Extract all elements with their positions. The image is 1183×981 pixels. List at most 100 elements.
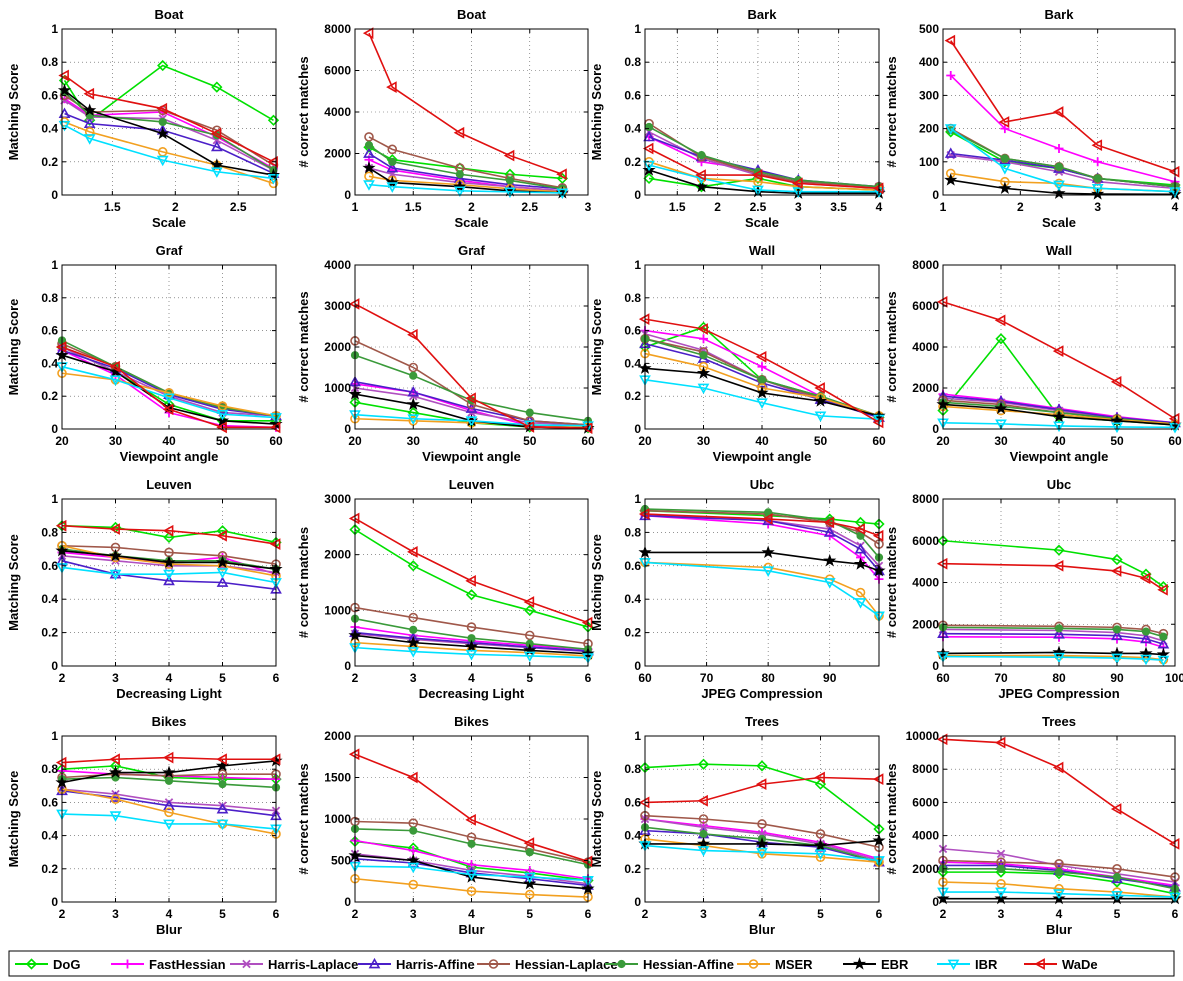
data-point-wade [792, 177, 803, 190]
x-tick-label: 60 [269, 434, 283, 448]
series-group [55, 519, 283, 594]
data-point-wade [407, 771, 418, 784]
data-point-wade [83, 87, 95, 100]
x-tick-label: 2 [940, 907, 947, 921]
data-point-ibr [109, 569, 122, 581]
x-tick-label: 2.5 [521, 200, 538, 214]
chart-panel-graf-matches: 0 1000 2000 3000 4000 20 30 40 50 60 Graf Viewpoint… [296, 243, 595, 464]
y-tick-label: 8000 [912, 492, 939, 506]
data-point-hessian-affine [1112, 625, 1122, 634]
y-tick-label: 0.6 [624, 795, 641, 809]
data-point-wade [453, 126, 465, 139]
data-point-ibr [1053, 652, 1065, 664]
data-point-ebr [406, 397, 420, 410]
x-axis-label: Blur [749, 922, 775, 937]
series-line-ibr [943, 891, 1176, 898]
y-axis-label: Matching Score [589, 534, 604, 631]
series-group [936, 535, 1170, 667]
series-line-wade [354, 517, 589, 624]
legend-marker [25, 958, 38, 970]
data-point-ebr [362, 161, 376, 174]
series-group [348, 512, 595, 664]
y-tick-label: 0 [932, 188, 939, 202]
x-tick-label: 4 [468, 671, 475, 685]
x-axis-label: Scale [1042, 215, 1076, 230]
x-tick-label: 4 [759, 907, 766, 921]
series-line-wade [354, 753, 589, 863]
series-wade [936, 557, 1168, 596]
y-tick-label: 4000 [324, 105, 351, 119]
legend-label: Hessian-Affine [643, 957, 734, 972]
series-line-ibr [950, 127, 1176, 193]
data-point-ibr [523, 651, 536, 663]
data-point-ibr [999, 164, 1011, 175]
series-ibr [944, 124, 1181, 198]
data-point-ebr [215, 555, 230, 569]
data-point-ebr [755, 386, 769, 399]
y-tick-label: 8000 [912, 258, 939, 272]
x-axis-label: Viewpoint angle [120, 449, 219, 464]
data-point-ebr [761, 545, 775, 559]
data-point-wade [823, 516, 835, 529]
y-tick-label: 0.2 [41, 862, 58, 876]
y-tick-label: 4000 [324, 258, 351, 272]
y-tick-label: 0.4 [624, 356, 641, 370]
x-axis-label: Decreasing Light [116, 686, 222, 701]
chart-panel-graf-score: 0 0.2 0.4 0.6 0.8 1 20 30 40 50 60 Graf Viewpoint an… [6, 243, 283, 464]
series-line-wade [648, 147, 880, 190]
chart-panel-trees-score: 0 0.2 0.4 0.6 0.8 1 2 3 4 5 6 Trees Blur Matching Sco… [589, 714, 886, 937]
data-point-hessian-affine [388, 157, 397, 166]
x-axis-label: Scale [745, 215, 779, 230]
series-line-wade [61, 524, 277, 545]
x-tick-label: 2 [642, 907, 649, 921]
data-point-hessian-affine [699, 351, 708, 360]
y-tick-label: 100 [919, 155, 939, 169]
x-axis-label: Blur [156, 922, 182, 937]
legend-marker [488, 959, 499, 969]
data-point-wade [1110, 803, 1122, 815]
x-tick-label: 5 [526, 907, 533, 921]
legend-item-dog: DoG [15, 957, 80, 972]
data-point-ibr [762, 566, 775, 577]
data-point-harris-affine [643, 130, 655, 142]
y-tick-label: 0.8 [41, 762, 58, 776]
data-point-hessian-affine [1054, 868, 1064, 877]
x-tick-label: 2 [59, 907, 66, 921]
series-line-wade [61, 756, 276, 764]
data-point-harris-affine [1053, 628, 1065, 639]
y-tick-label: 0 [932, 422, 939, 436]
data-point-ibr [1111, 422, 1123, 434]
data-point-ibr [823, 578, 836, 589]
data-point-ebr [108, 765, 123, 779]
legend-marker [947, 959, 960, 971]
y-tick-label: 0 [344, 422, 351, 436]
data-point-wade [109, 753, 120, 766]
legend-marker [123, 959, 132, 969]
data-point-ebr [83, 103, 97, 116]
data-point-hessian-affine [467, 839, 476, 849]
series-line-harris-affine [644, 514, 880, 572]
data-point-dog [157, 59, 169, 72]
chart-title: Bark [1045, 7, 1075, 22]
data-point-hessian-affine [1141, 627, 1151, 636]
legend-item-ebr: EBR [843, 957, 909, 972]
x-tick-label: 2 [1017, 200, 1024, 214]
x-tick-label: 2.5 [750, 200, 767, 214]
data-point-hessian-laplace [466, 622, 477, 632]
y-axis-label: # correct matches [296, 527, 311, 638]
data-point-ibr [216, 409, 229, 421]
x-tick-label: 3 [112, 671, 119, 685]
data-point-wade [156, 102, 168, 115]
data-point-fasthessian [1093, 157, 1103, 167]
data-point-wade [362, 27, 374, 40]
data-point-dog [814, 778, 827, 790]
y-tick-label: 1 [51, 22, 58, 36]
series-dog [349, 523, 594, 633]
y-tick-label: 400 [919, 55, 939, 69]
data-point-ibr [792, 187, 805, 198]
x-tick-label: 6 [585, 907, 592, 921]
x-tick-label: 50 [814, 434, 828, 448]
y-tick-label: 0.6 [41, 88, 58, 102]
data-point-wade [944, 34, 956, 47]
series-ibr [349, 643, 594, 664]
